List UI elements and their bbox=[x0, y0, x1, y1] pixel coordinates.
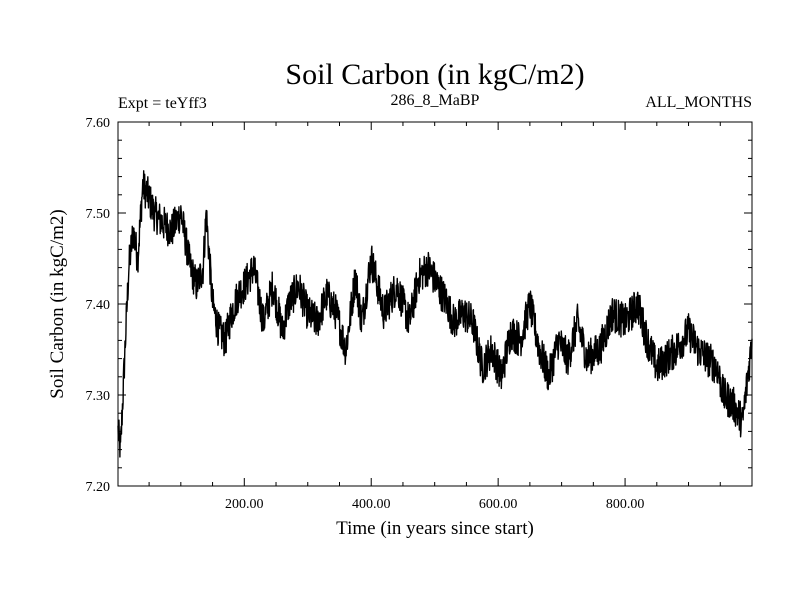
y-tick-label: 7.30 bbox=[86, 389, 111, 404]
chart-subtitle-left: Expt = teYff3 bbox=[118, 95, 207, 112]
series-line bbox=[117, 170, 753, 458]
y-tick-label: 7.50 bbox=[86, 207, 111, 222]
plot-frame bbox=[117, 121, 753, 487]
chart-subtitle-right: ALL_MONTHS bbox=[645, 94, 752, 111]
x-tick-label: 200.00 bbox=[225, 497, 264, 512]
x-tick-label: 800.00 bbox=[606, 497, 645, 512]
series-group bbox=[117, 170, 753, 458]
chart-subtitle-center: 286_8_MaBP bbox=[391, 92, 480, 109]
x-tick-label: 400.00 bbox=[352, 497, 391, 512]
y-tick-label: 7.40 bbox=[86, 298, 111, 313]
x-tick-label: 600.00 bbox=[479, 497, 518, 512]
x-axis-label: Time (in years since start) bbox=[336, 518, 534, 539]
y-axis-label: Soil Carbon (in kgC/m2) bbox=[47, 209, 68, 398]
y-tick-labels: 7.20 7.30 7.40 7.50 7.60 bbox=[86, 116, 111, 495]
y-tick-label: 7.60 bbox=[86, 116, 111, 131]
chart-title: Soil Carbon (in kgC/m2) bbox=[285, 58, 584, 91]
x-tick-labels: 200.00 400.00 600.00 800.00 bbox=[225, 497, 644, 512]
y-tick-label: 7.20 bbox=[86, 480, 111, 495]
